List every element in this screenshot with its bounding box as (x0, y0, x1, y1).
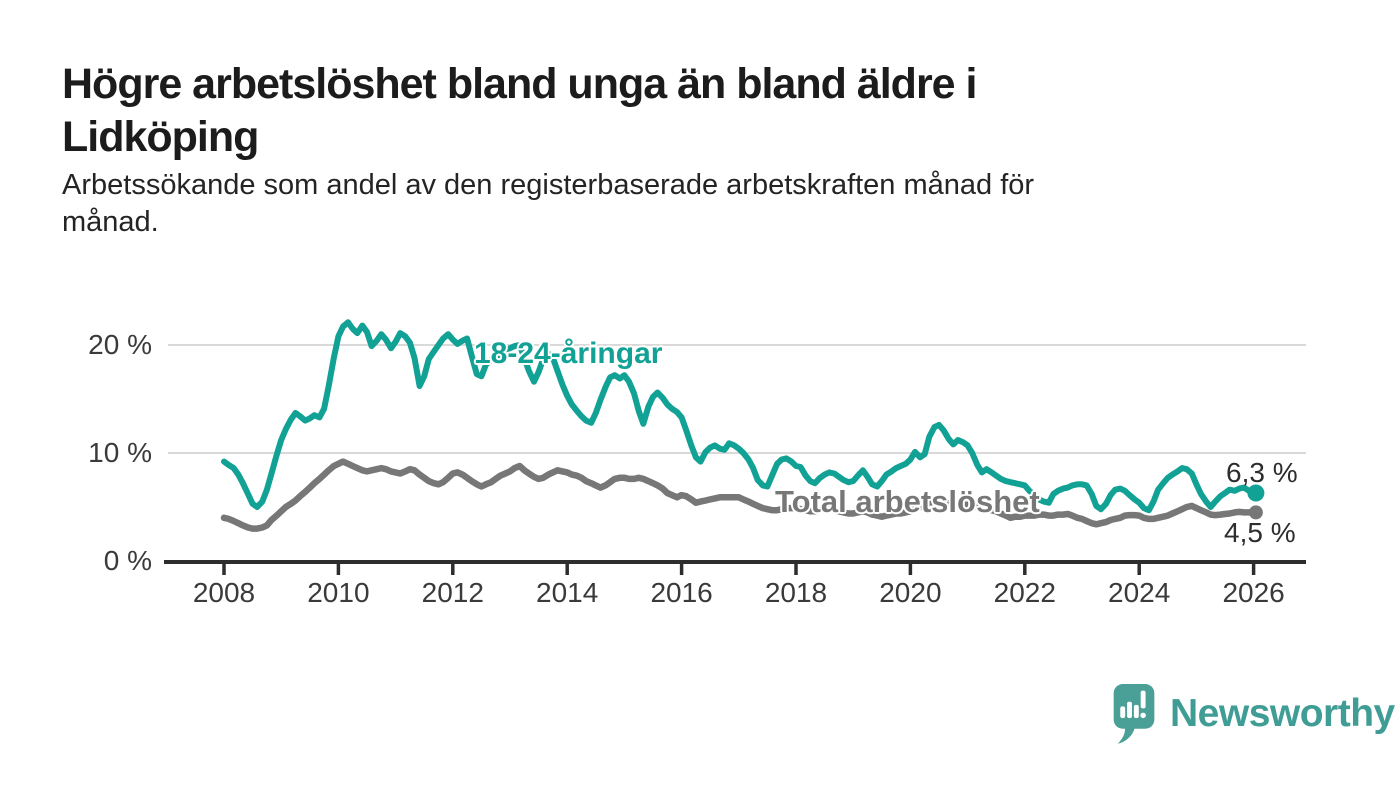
end-value-label-young: 6,3 % (1226, 457, 1298, 488)
x-tick-label: 2022 (993, 577, 1056, 608)
series-label-young: 18-24-åringar (474, 337, 663, 370)
title-line-1: Högre arbetslöshet bland unga än bland ä… (62, 60, 978, 108)
page-title: Högre arbetslöshet bland unga än bland ä… (62, 58, 1342, 164)
series-label-total: Total arbetslöshet (775, 484, 1040, 519)
y-tick-label: 10 % (88, 437, 152, 468)
series-end-dot-young (1247, 484, 1265, 502)
series-end-dot-total (1248, 505, 1263, 520)
newsworthy-logo: Newsworthy (1113, 684, 1395, 744)
newsworthy-logo-text: Newsworthy (1170, 692, 1395, 735)
x-tick-label: 2014 (536, 577, 599, 608)
x-tick-label: 2026 (1222, 577, 1285, 608)
chart-subtitle: Arbetssökande som andel av den registerb… (62, 167, 1322, 241)
y-tick-label: 20 % (88, 329, 152, 360)
x-tick-label: 2008 (192, 577, 256, 608)
series-line-young (221, 319, 1259, 514)
x-tick-label: 2016 (650, 577, 713, 608)
end-value-label-total: 4,5 % (1224, 517, 1296, 548)
series-line-total (220, 458, 1260, 532)
title-line-2: Lidköping (62, 113, 259, 161)
newsworthy-logo-icon (1113, 684, 1155, 744)
x-tick-label: 2024 (1108, 577, 1171, 608)
x-tick-label: 2012 (421, 577, 484, 608)
x-tick-label: 2020 (879, 577, 942, 608)
x-tick-label: 2018 (764, 577, 828, 608)
subtitle-line-1: Arbetssökande som andel av den registerb… (62, 169, 1035, 201)
y-tick-label: 0 % (103, 545, 152, 576)
x-tick-label: 2010 (307, 577, 370, 608)
subtitle-line-2: månad. (62, 206, 159, 238)
